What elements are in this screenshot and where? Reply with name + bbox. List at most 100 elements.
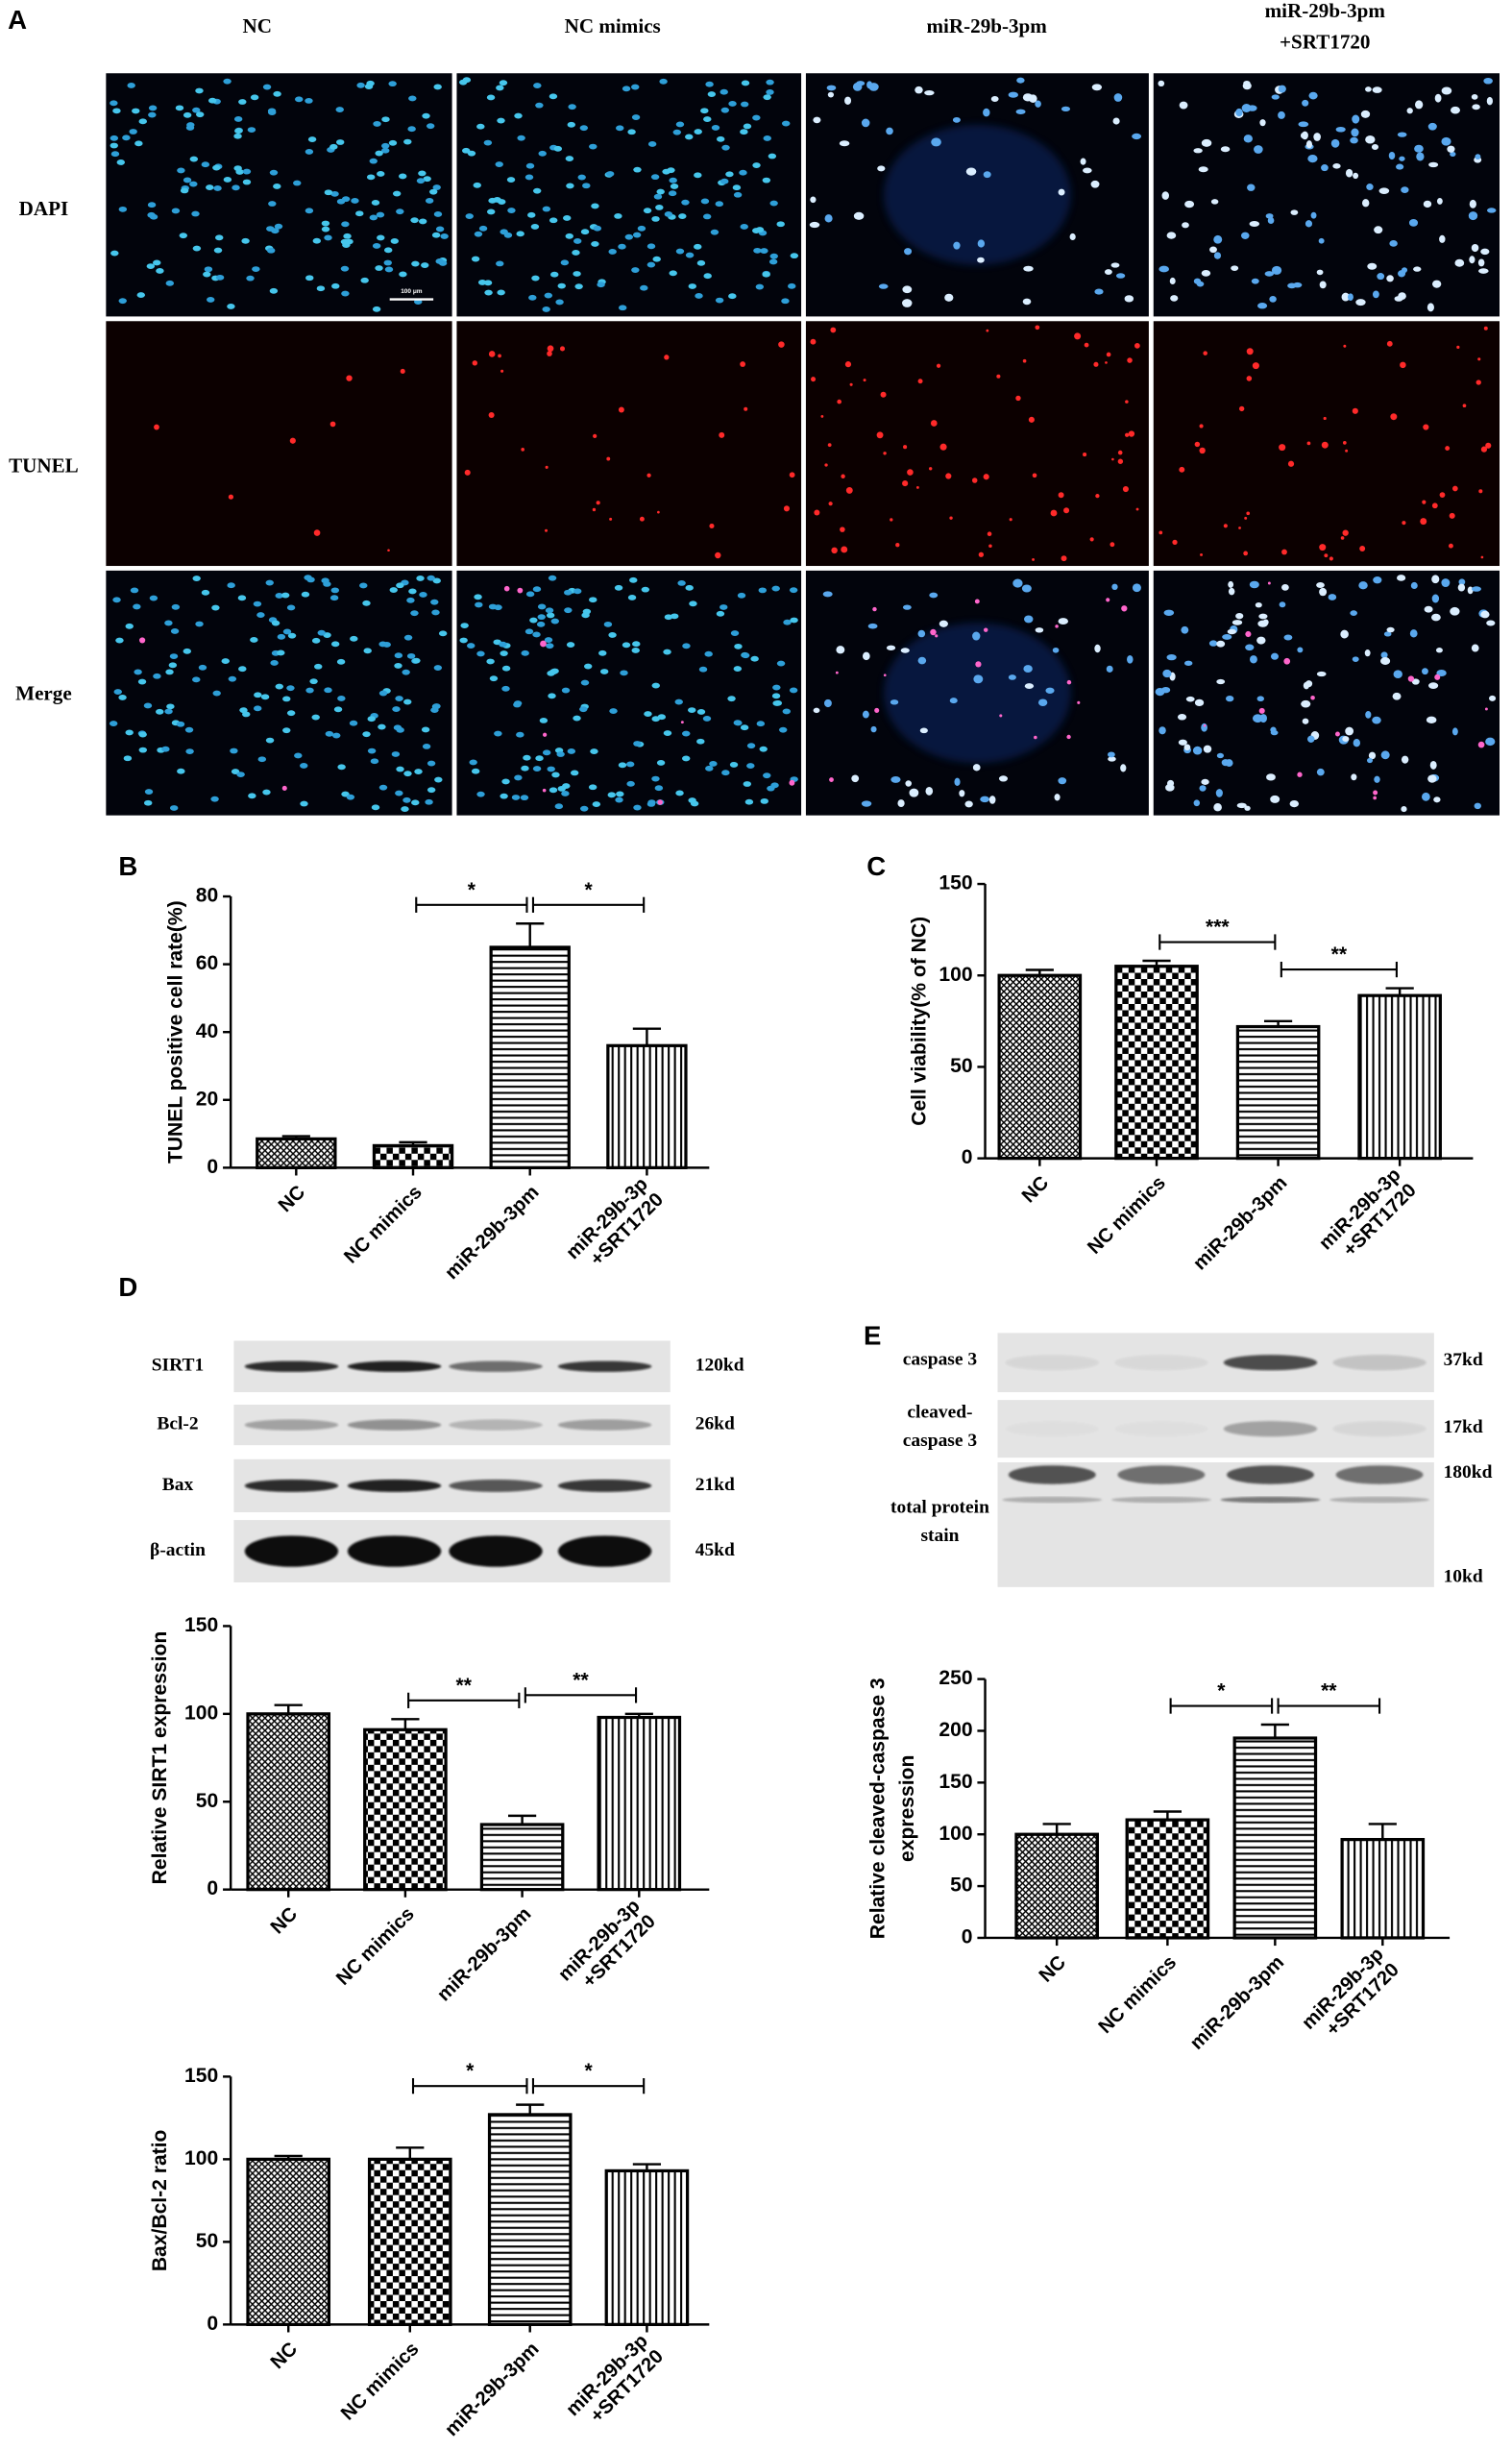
x-tick-label: NC — [275, 1182, 310, 1217]
nucleus — [710, 229, 719, 235]
nucleus — [1396, 163, 1404, 170]
tunel-dot — [1456, 345, 1460, 349]
nucleus — [730, 630, 740, 636]
nucleus — [1259, 714, 1267, 723]
nucleus — [1270, 795, 1280, 803]
nucleus — [685, 584, 694, 591]
nucleus — [394, 662, 402, 669]
nucleus — [489, 675, 499, 682]
nucleus — [156, 708, 164, 715]
nucleus — [1249, 580, 1259, 589]
nucleus — [383, 259, 392, 266]
nucleus — [143, 799, 153, 806]
nucleus — [421, 726, 430, 733]
nucleus — [721, 144, 730, 151]
tunel-dot — [1122, 485, 1129, 493]
nucleus — [427, 760, 436, 767]
nucleus — [1414, 144, 1424, 153]
micrograph-bg — [805, 321, 1149, 567]
nucleus — [177, 768, 185, 774]
nucleus — [1165, 783, 1175, 792]
nucleus — [1022, 298, 1032, 306]
nucleus — [170, 627, 180, 634]
blot-band — [449, 1419, 543, 1431]
nucleus — [427, 575, 435, 581]
nucleus — [486, 208, 496, 215]
tunel-dot — [545, 528, 549, 532]
panel-label: E — [864, 1321, 881, 1351]
tunel-dot — [1066, 679, 1072, 685]
nucleus — [682, 643, 691, 649]
blot-band — [557, 1419, 652, 1431]
nucleus — [432, 577, 441, 584]
nucleus — [329, 595, 339, 601]
nucleus — [733, 191, 743, 198]
nucleus — [1386, 275, 1394, 282]
tunel-dot — [139, 637, 146, 644]
blot-label: SIRT1 — [152, 1356, 205, 1376]
tunel-dot — [876, 431, 884, 439]
y-tick-label: 150 — [184, 1614, 218, 1636]
nucleus — [789, 687, 798, 694]
nucleus — [1480, 248, 1490, 256]
nucleus — [1321, 164, 1329, 172]
nucleus — [346, 794, 355, 800]
tunel-dot — [1121, 605, 1128, 612]
nucleus — [422, 743, 431, 749]
bar — [367, 2157, 452, 2326]
nucleus — [175, 105, 184, 111]
nucleus — [153, 259, 161, 266]
tunel-dot — [1323, 416, 1327, 421]
blot-band — [557, 1360, 652, 1372]
tunel-dot — [928, 467, 933, 471]
tunel-dot — [1448, 543, 1453, 549]
blot-band — [449, 1535, 543, 1567]
nucleus — [721, 770, 730, 776]
tunel-dot — [1462, 404, 1467, 408]
nucleus — [1300, 132, 1307, 139]
nucleus — [366, 174, 376, 181]
nucleus — [1486, 620, 1496, 626]
blot-band — [1006, 1421, 1099, 1436]
nucleus — [265, 579, 274, 586]
nucleus — [537, 614, 546, 621]
nucleus — [551, 772, 560, 778]
tunel-dot — [1074, 332, 1082, 340]
nucleus — [591, 203, 599, 209]
nucleus — [776, 660, 786, 667]
nucleus — [1259, 119, 1266, 127]
nucleus — [267, 110, 277, 116]
nucleus — [1235, 612, 1244, 620]
nucleus — [506, 177, 516, 183]
nucleus — [363, 648, 372, 654]
tunel-dot — [874, 707, 880, 713]
nucleus — [1166, 653, 1177, 661]
nucleus — [1372, 716, 1381, 724]
tunel-dot — [1287, 460, 1295, 467]
nucleus — [1289, 799, 1300, 808]
nucleus — [674, 698, 683, 705]
nucleus — [1330, 138, 1340, 148]
tunel-dot — [907, 469, 914, 476]
nucleus — [746, 763, 755, 770]
nucleus — [388, 139, 398, 146]
nucleus — [750, 655, 759, 662]
nucleus — [356, 82, 365, 88]
nucleus — [1243, 135, 1253, 143]
nucleus — [143, 702, 153, 709]
tunel-dot — [313, 529, 321, 536]
nucleus — [396, 726, 404, 733]
nucleus — [766, 79, 774, 86]
tunel-dot — [1279, 444, 1286, 452]
nucleus — [1319, 587, 1328, 597]
tunel-dot — [281, 785, 287, 791]
tunel-dot — [1267, 581, 1271, 585]
nucleus — [1110, 262, 1120, 268]
y-tick-label: 0 — [207, 2313, 218, 2335]
nucleus — [1106, 665, 1113, 673]
nucleus — [924, 89, 935, 96]
micrograph — [805, 570, 1149, 816]
nucleus — [286, 710, 296, 717]
bar — [479, 1823, 565, 1892]
nucleus — [705, 81, 714, 87]
